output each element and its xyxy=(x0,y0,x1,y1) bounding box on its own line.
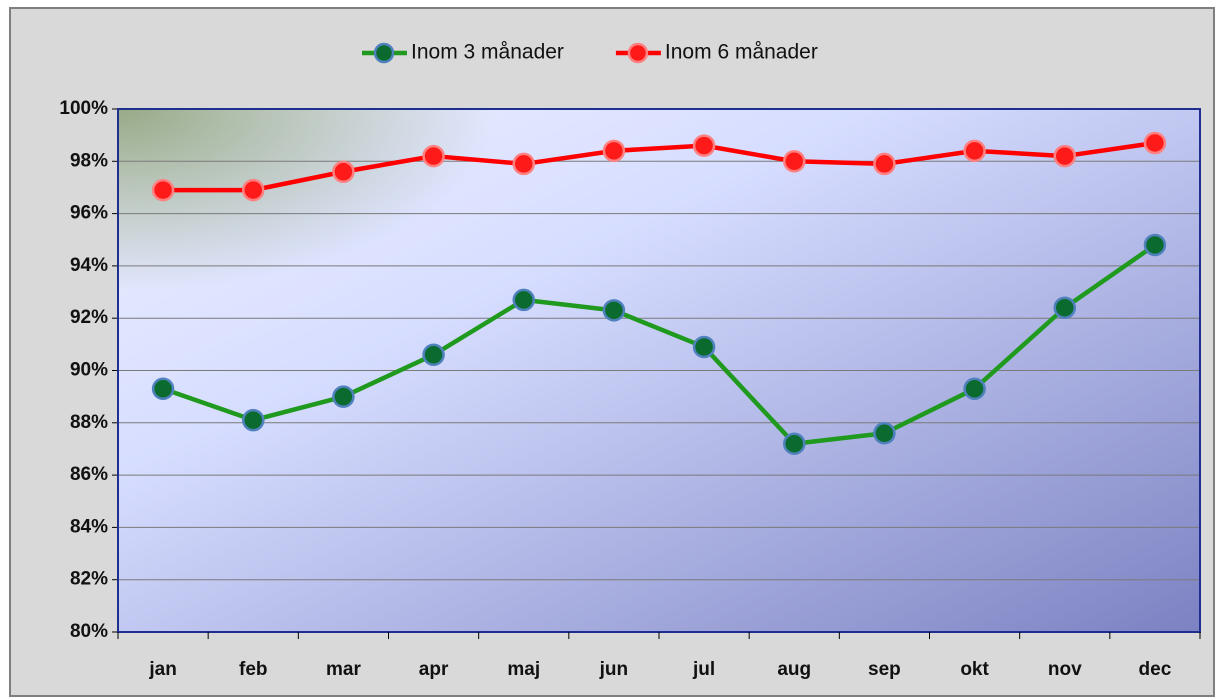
data-point xyxy=(963,377,986,401)
series-line xyxy=(162,243,1157,446)
legend-marker xyxy=(627,42,649,64)
x-tick-label: nov xyxy=(1048,659,1082,680)
x-tick-label: jun xyxy=(599,659,629,680)
data-point xyxy=(332,385,355,408)
data-point xyxy=(783,432,806,455)
x-tick-label: dec xyxy=(1139,659,1172,680)
y-tick-label: 98% xyxy=(70,150,108,171)
data-point xyxy=(873,152,896,176)
data-point xyxy=(151,377,175,401)
x-tick-label: okt xyxy=(960,659,989,680)
data-point xyxy=(242,178,265,202)
data-point xyxy=(873,422,896,445)
y-tick-label: 92% xyxy=(70,307,108,328)
data-point xyxy=(692,134,716,157)
series-line xyxy=(163,140,1156,193)
x-tick-label: jan xyxy=(148,659,176,680)
data-point xyxy=(1053,296,1076,319)
data-point xyxy=(602,299,626,322)
data-point xyxy=(692,335,716,359)
data-point xyxy=(512,152,535,176)
data-point xyxy=(1143,131,1167,155)
y-tick-label: 94% xyxy=(70,255,108,276)
y-tick-label: 100% xyxy=(59,98,108,119)
y-tick-label: 90% xyxy=(70,360,108,381)
data-point xyxy=(242,408,265,432)
x-tick-label: aug xyxy=(777,659,811,680)
x-tick-label: apr xyxy=(419,659,449,680)
data-point xyxy=(783,150,806,173)
data-point xyxy=(1143,233,1167,257)
x-tick-label: maj xyxy=(507,659,540,680)
y-tick-label: 96% xyxy=(70,203,108,224)
data-point xyxy=(151,178,175,202)
x-tick-label: feb xyxy=(239,659,268,680)
data-point xyxy=(963,139,986,163)
data-point xyxy=(422,144,445,168)
legend-label: Inom 6 månader xyxy=(665,41,818,64)
y-tick-label: 80% xyxy=(70,621,108,642)
x-tick-label: sep xyxy=(868,659,901,680)
y-tick-label: 82% xyxy=(70,569,108,590)
x-tick-label: mar xyxy=(326,659,361,680)
y-tick-label: 88% xyxy=(70,412,108,433)
data-point xyxy=(1053,144,1076,168)
y-tick-label: 86% xyxy=(70,464,108,485)
y-tick-label: 84% xyxy=(70,516,108,537)
x-tick-label: jul xyxy=(692,659,715,680)
data-point xyxy=(602,139,626,163)
data-point xyxy=(422,343,445,367)
legend-marker xyxy=(373,42,395,64)
legend-label: Inom 3 månader xyxy=(411,41,564,64)
data-point xyxy=(332,160,355,184)
data-point xyxy=(512,288,535,312)
